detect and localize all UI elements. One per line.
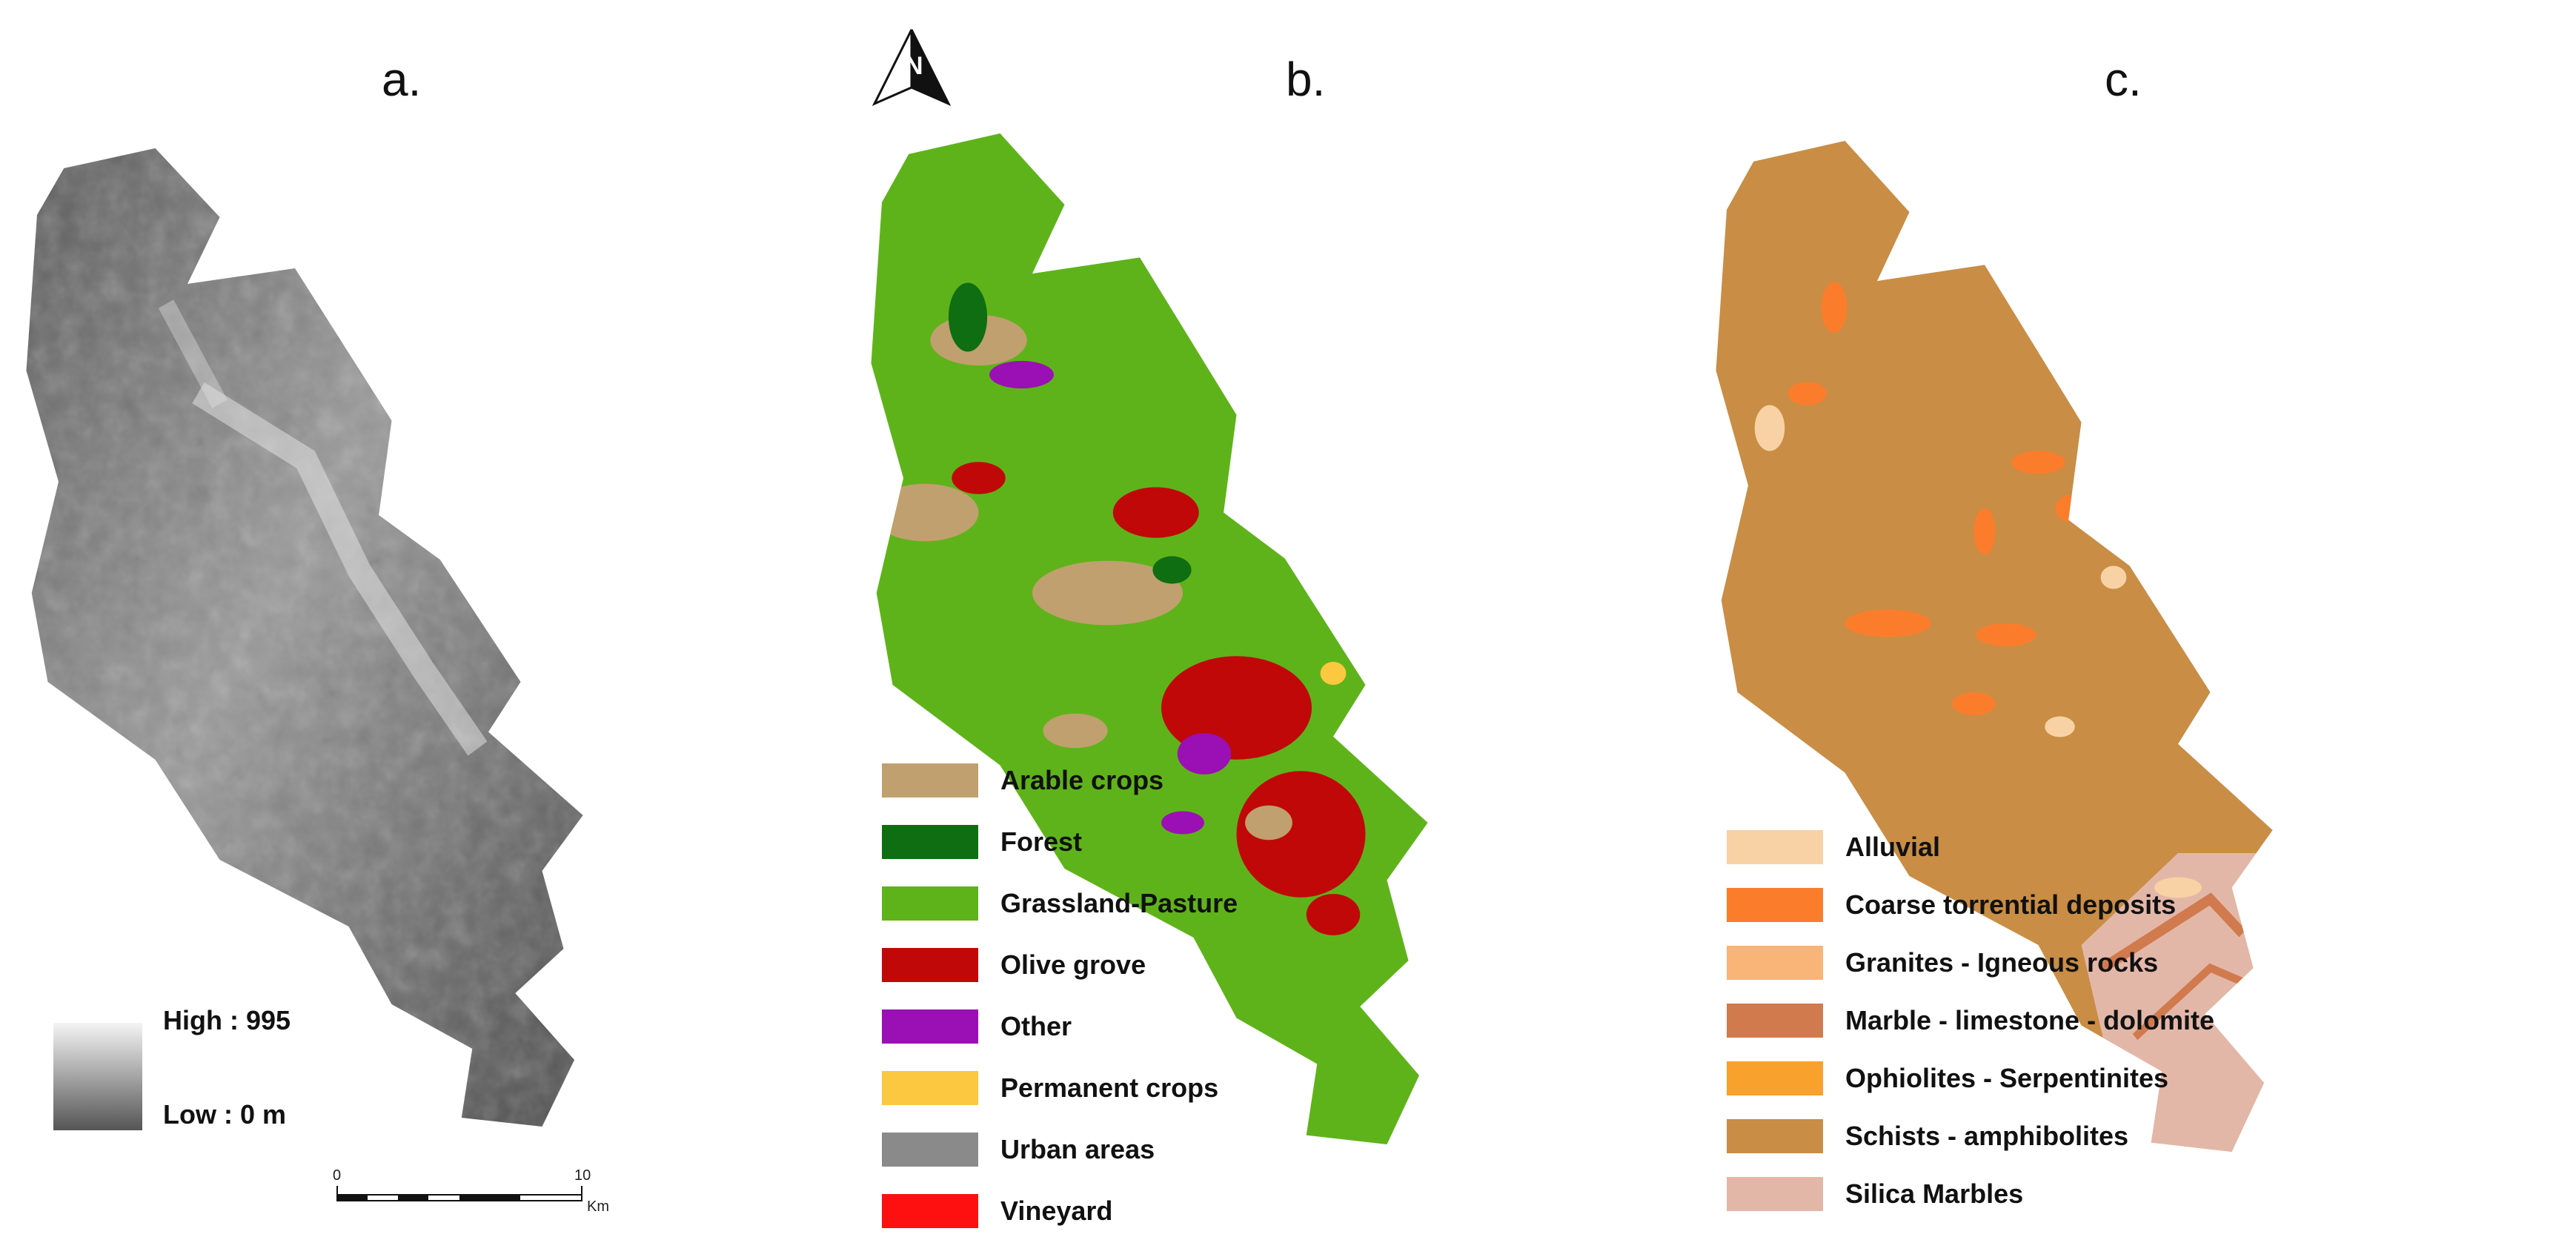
geology-legend-label: Silica Marbles <box>1845 1178 2024 1209</box>
land-use-legend-label: Urban areas <box>1000 1134 1155 1164</box>
land-use-map <box>871 133 1428 1144</box>
scale-bar-graphic <box>336 1186 582 1201</box>
land-use-legend-label: Arable crops <box>1000 765 1164 795</box>
geology-legend-label: Granites - Igneous rocks <box>1845 947 2159 978</box>
panel-label-c: c. <box>2105 53 2142 106</box>
geology-legend-label: Marble - limestone - dolomite <box>1845 1005 2215 1035</box>
scale-unit-label: Km <box>587 1198 609 1215</box>
land-use-legend-label: Grassland-Pasture <box>1000 888 1238 918</box>
land-use-legend-label: Olive grove <box>1000 949 1146 980</box>
geology-legend-label: Schists - amphibolites <box>1845 1121 2129 1151</box>
elevation-low-label: Low : 0 m <box>163 1099 287 1130</box>
land-use-legend-swatch <box>882 1009 978 1044</box>
land-use-legend-label: Vineyard <box>1000 1196 1113 1226</box>
geology-legend-label: Ophiolites - Serpentinites <box>1845 1063 2169 1093</box>
scale-end-label: 10 <box>574 1167 591 1184</box>
geology-legend-swatch <box>1727 1004 1823 1038</box>
north-arrow-icon <box>872 29 952 107</box>
land-use-legend-swatch <box>882 886 978 921</box>
geology-legend-label: Alluvial <box>1845 832 1941 862</box>
land-use-legend-swatch <box>882 1194 978 1228</box>
geology-legend-swatch <box>1727 830 1823 864</box>
land-use-legend-swatch <box>882 1071 978 1105</box>
geology-legend-swatch <box>1727 1177 1823 1211</box>
geology-legend-label: Coarse torrential deposits <box>1845 889 2177 920</box>
geology-legend-swatch <box>1727 888 1823 922</box>
elevation-ramp <box>53 1023 142 1130</box>
scale-start-label: 0 <box>333 1167 342 1184</box>
land-use-legend-label: Permanent crops <box>1000 1072 1219 1103</box>
land-use-legend-swatch <box>882 763 978 798</box>
panel-label-b: b. <box>1286 53 1326 106</box>
land-use-legend-swatch <box>882 1133 978 1167</box>
land-use-legend-swatch <box>882 825 978 859</box>
elevation-high-label: High : 995 <box>163 1005 291 1035</box>
land-use-legend-label: Forest <box>1000 826 1083 857</box>
geology-legend-swatch <box>1727 946 1823 980</box>
geology-legend-swatch <box>1727 1061 1823 1095</box>
geology-legend-swatch <box>1727 1119 1823 1153</box>
panel-label-a: a. <box>382 53 422 106</box>
land-use-legend-swatch <box>882 948 978 982</box>
north-arrow-letter: N <box>905 52 923 80</box>
elevation-map <box>26 148 583 1127</box>
land-use-legend-label: Other <box>1000 1011 1072 1041</box>
